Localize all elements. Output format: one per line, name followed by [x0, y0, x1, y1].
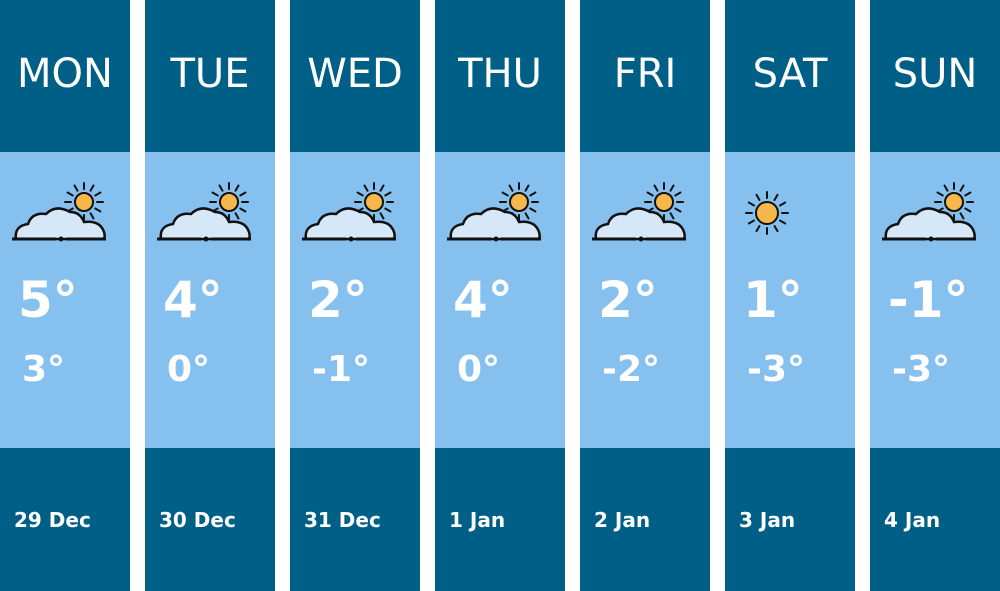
high-temperature: 2° [308, 271, 368, 329]
day-header: THU [435, 0, 565, 152]
day-footer: 31 Dec [290, 448, 420, 591]
day-footer: 30 Dec [145, 448, 275, 591]
day-weather: 2° -1° [290, 152, 420, 448]
partly-cloudy-icon [10, 182, 110, 244]
day-name: THU [458, 51, 542, 97]
day-name: FRI [613, 51, 677, 97]
day-column-wed: WED 2° -1° 31 Dec [290, 0, 420, 591]
day-column-mon: MON 5° 3° 29 Dec [0, 0, 130, 591]
day-header: TUE [145, 0, 275, 152]
day-weather: 1° -3° [725, 152, 855, 448]
date-label: 4 Jan [884, 508, 941, 532]
day-header: MON [0, 0, 130, 152]
partly-cloudy-icon [445, 182, 545, 244]
day-name: SAT [752, 51, 828, 97]
low-temperature: -3° [747, 349, 805, 390]
partly-cloudy-icon [590, 182, 690, 244]
partly-cloudy-icon [155, 182, 255, 244]
high-temperature: 1° [743, 271, 803, 329]
day-name: WED [307, 51, 403, 97]
day-column-fri: FRI 2° -2° 2 Jan [580, 0, 710, 591]
low-temperature: -2° [602, 349, 660, 390]
day-name: MON [17, 51, 113, 97]
low-temperature: 0° [457, 349, 501, 390]
date-label: 30 Dec [159, 508, 236, 532]
day-name: SUN [892, 51, 978, 97]
day-weather: 4° 0° [145, 152, 275, 448]
day-column-tue: TUE 4° 0° 30 Dec [145, 0, 275, 591]
day-name: TUE [170, 51, 250, 97]
sunny-icon [735, 182, 835, 244]
partly-cloudy-icon [880, 182, 980, 244]
date-label: 3 Jan [739, 508, 796, 532]
day-header: WED [290, 0, 420, 152]
date-label: 2 Jan [594, 508, 651, 532]
low-temperature: -1° [312, 349, 370, 390]
date-label: 31 Dec [304, 508, 381, 532]
high-temperature: 4° [163, 271, 223, 329]
high-temperature: 4° [453, 271, 513, 329]
high-temperature: -1° [888, 271, 969, 329]
day-header: SUN [870, 0, 1000, 152]
day-column-sun: SUN -1° -3° 4 Jan [870, 0, 1000, 591]
low-temperature: 3° [22, 349, 66, 390]
date-label: 29 Dec [14, 508, 91, 532]
day-column-sat: SAT 1° -3° 3 Jan [725, 0, 855, 591]
day-footer: 29 Dec [0, 448, 130, 591]
day-header: FRI [580, 0, 710, 152]
day-weather: 2° -2° [580, 152, 710, 448]
day-footer: 4 Jan [870, 448, 1000, 591]
low-temperature: 0° [167, 349, 211, 390]
day-weather: 4° 0° [435, 152, 565, 448]
high-temperature: 5° [18, 271, 78, 329]
low-temperature: -3° [892, 349, 950, 390]
high-temperature: 2° [598, 271, 658, 329]
day-column-thu: THU 4° 0° 1 Jan [435, 0, 565, 591]
day-footer: 3 Jan [725, 448, 855, 591]
day-header: SAT [725, 0, 855, 152]
day-weather: 5° 3° [0, 152, 130, 448]
day-footer: 1 Jan [435, 448, 565, 591]
day-weather: -1° -3° [870, 152, 1000, 448]
partly-cloudy-icon [300, 182, 400, 244]
date-label: 1 Jan [449, 508, 506, 532]
day-footer: 2 Jan [580, 448, 710, 591]
